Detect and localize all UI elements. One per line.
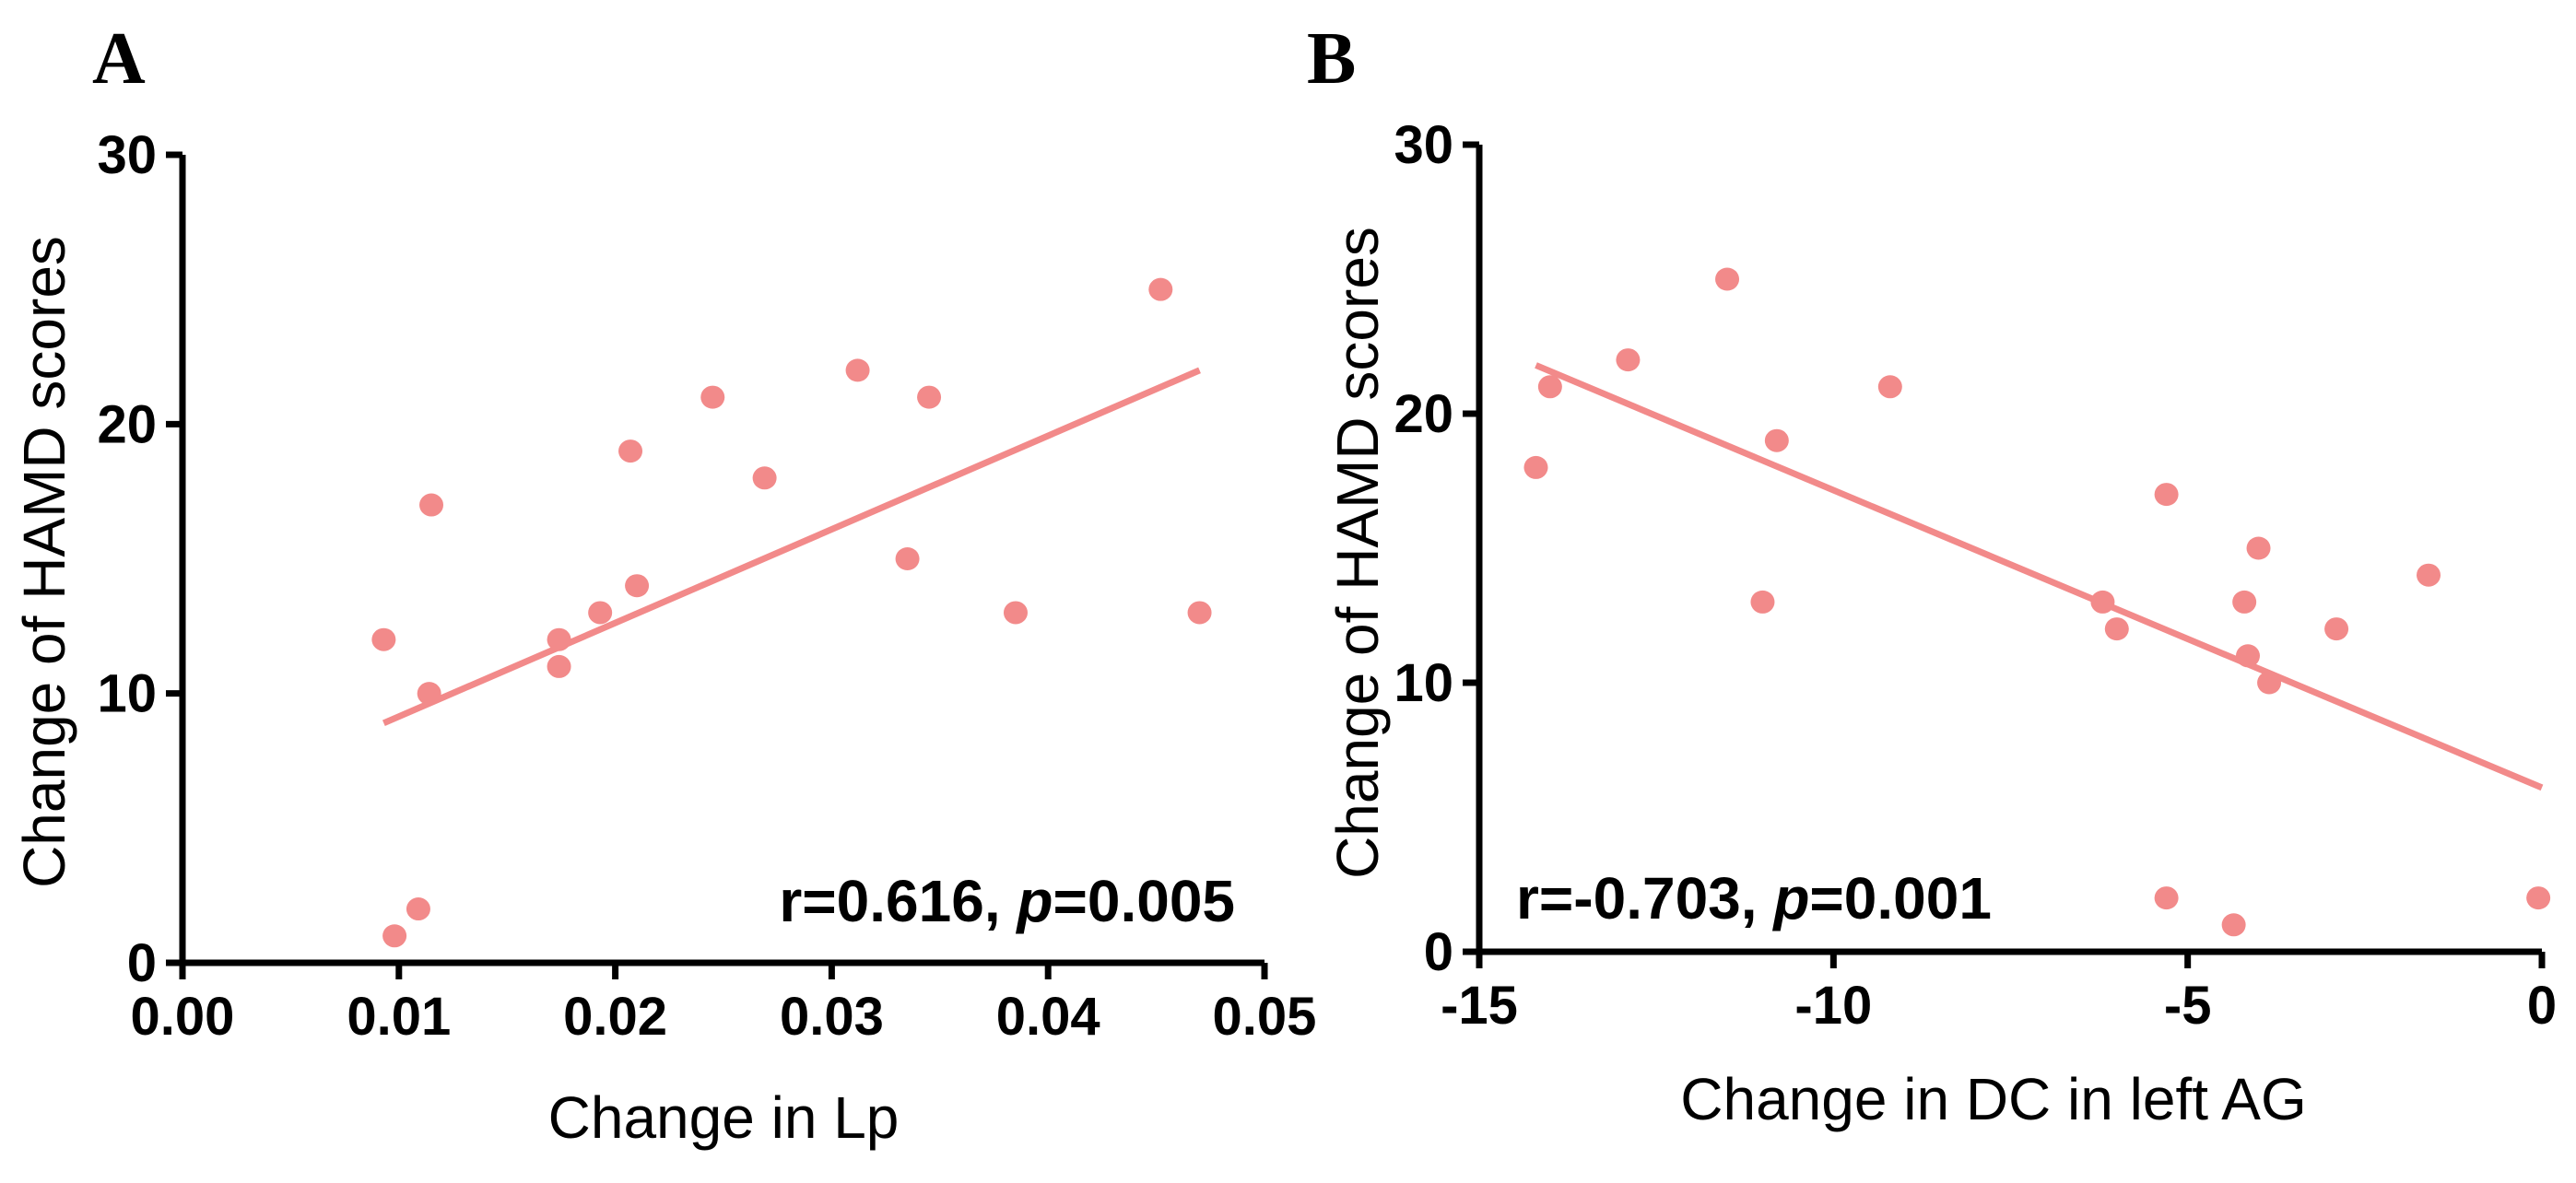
panel-a-p-label: p [1015,868,1053,934]
panel-a-x-tick-label: 0.02 [563,987,667,1047]
panel-b-x-tick-label: -10 [1794,976,1872,1036]
panel-b-data-point [2257,671,2282,695]
panel-b-data-point [2232,590,2257,614]
panel-a-y-axis-title: Change of HAMD scores [11,236,77,888]
panel-a-data-point [700,385,725,409]
panel-b-y-tick-label: 30 [1394,115,1453,175]
panel-b-x-tick-label: 0 [2527,976,2557,1036]
panel-a-data-point [625,574,650,598]
panel-a-x-tick-label: 0.05 [1213,987,1317,1047]
panel-b-data-point [2154,886,2179,910]
panel-b-data-point [2154,483,2179,507]
panel-b-data-point [1877,375,1902,399]
panel-b-plot-area: 0 10 20 30 -15 -10 -5 0 [1394,115,2557,1036]
panel-a: A Change of HAMD scores Change in Lp 0 10… [11,18,1316,1151]
panel-b-data-point [1750,590,1775,614]
panel-b-y-tick-label: 20 [1394,384,1453,444]
panel-a-data-point [417,682,441,706]
panel-b-p-label: p [1771,865,1809,931]
panel-a-data-point [547,654,571,678]
panel-b-data-point [1537,375,1562,399]
panel-a-data-point [419,493,444,517]
panel-a-data-point [1187,601,1212,625]
panel-b-data-point [2090,590,2115,614]
panel-a-data-point [1148,277,1173,301]
panel-b: B Change of HAMD scores Change in DC in … [1307,18,2557,1132]
panel-a-letter: A [92,18,146,100]
panel-a-data-point [618,439,643,463]
panel-b-data-point [1764,428,1789,452]
panel-a-data-point [1003,601,1028,625]
panel-a-data-point [588,601,613,625]
panel-b-correlation-annotation: r=-0.703, p=0.001 [1516,865,1992,931]
panel-a-data-point [895,547,920,570]
panel-a-plot-area: 0 10 20 30 0.00 0.01 0.02 0.03 0.04 0.05 [97,125,1316,1047]
panel-b-y-tick-label: 10 [1394,653,1453,713]
panel-a-data-point [845,358,870,382]
panel-b-x-tick-label: -5 [2164,976,2212,1036]
panel-a-data-point [752,466,777,490]
panel-b-x-tick-label: -15 [1441,976,1518,1036]
panel-b-data-point [1715,267,1740,291]
panel-a-r-value: r=0.616, [779,868,1017,934]
panel-b-data-point [2221,913,2246,937]
panel-a-data-point [382,924,407,948]
panel-a-x-tick-label: 0.03 [780,987,884,1047]
panel-b-data-point [2324,617,2349,641]
panel-a-x-tick-label: 0.01 [347,987,451,1047]
panel-b-data-point [2417,563,2441,587]
panel-b-data-point [2104,617,2129,641]
panel-b-regression-line [1535,362,2544,791]
panel-a-correlation-annotation: r=0.616, p=0.005 [779,868,1235,934]
panel-a-data-point [371,627,396,651]
panel-b-data-point [1523,455,1548,479]
panel-a-data-point [917,385,942,409]
panel-a-x-tick-label: 0.00 [131,987,235,1047]
panel-b-data-point [2246,536,2271,560]
panel-a-data-point [547,627,571,651]
panel-a-y-tick-label: 0 [127,933,157,993]
panel-a-x-axis-title: Change in Lp [548,1084,900,1151]
panel-b-p-value: =0.001 [1809,865,1992,931]
panel-a-y-tick-label: 30 [97,125,157,185]
panel-a-y-tick-label: 10 [97,664,157,724]
panel-a-p-value: =0.005 [1053,868,1235,934]
panel-b-r-value: r=-0.703, [1516,865,1773,931]
panel-a-regression-line [382,367,1201,727]
panel-b-data-point [1616,348,1641,372]
panel-b-data-point [2526,886,2551,910]
panel-a-y-tick-label: 20 [97,394,157,454]
panel-b-y-tick-label: 0 [1424,922,1453,982]
panel-b-letter: B [1307,18,1356,100]
panel-b-x-axis-title: Change in DC in left AG [1680,1066,2306,1132]
panel-a-data-point [406,897,430,921]
panel-b-y-axis-title: Change of HAMD scores [1324,227,1391,879]
panel-a-x-tick-label: 0.04 [996,987,1100,1047]
panel-b-data-point [2236,644,2261,668]
